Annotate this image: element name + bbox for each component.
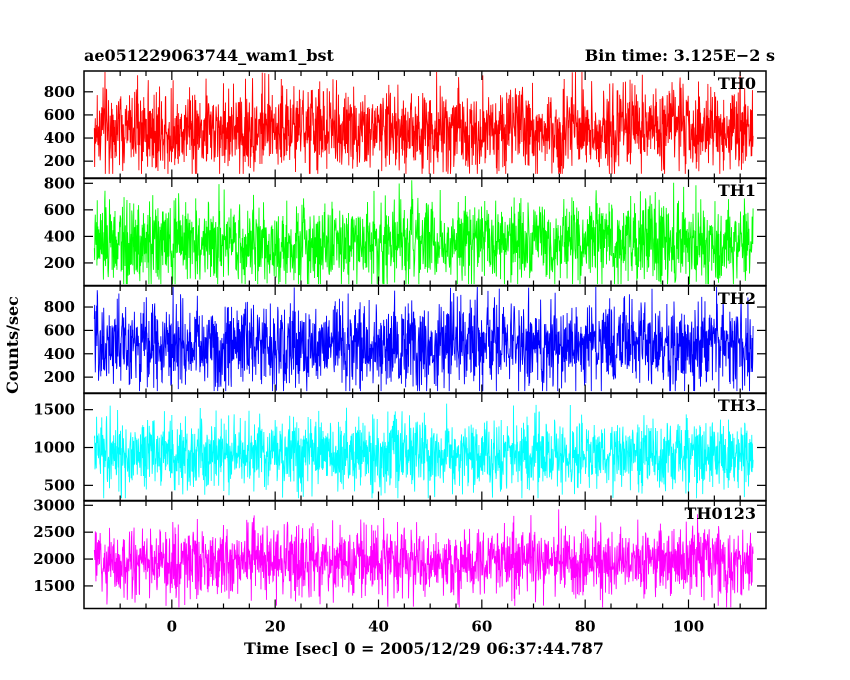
x-tick-label: 60 [471,618,492,636]
x-tick-label: 0 [167,618,177,636]
y-axis-label: Counts/sec [3,296,22,394]
series-line-th2 [93,286,754,392]
y-tick-label: 400 [44,129,75,147]
y-tick-label: 400 [44,227,75,245]
series-line-th1 [93,180,754,285]
x-tick-label: 100 [673,618,704,636]
panel-th2: 200 400 600 800 TH2 [44,285,767,395]
y-tick-label: 1500 [33,401,75,419]
panel-label-th0: TH0 [718,74,756,93]
series-line-th3 [93,403,754,499]
y-tick-label: 800 [44,298,75,316]
y-tick-label: 800 [44,83,75,101]
x-tick-label: 40 [368,618,389,636]
x-tick-label: 80 [575,618,596,636]
y-tick-label: 600 [44,201,75,219]
panel-label-th2: TH2 [718,289,756,308]
y-tick-label: 600 [44,321,75,339]
x-axis-label: Time [sec] 0 = 2005/12/29 06:37:44.787 [244,639,604,658]
series-line-th0 [93,71,754,174]
y-tick-label: 200 [44,152,75,170]
y-tick-label: 400 [44,345,75,363]
y-tick-label: 800 [44,174,75,192]
y-tick-label: 1500 [33,577,75,595]
y-tick-label: 1000 [33,439,75,457]
panel-th3: 500 1000 1500 TH3 [33,392,767,502]
panel-frame [83,500,767,610]
x-tick-label: 20 [265,618,286,636]
chart-title-left: ae051229063744_wam1_bst [84,46,335,65]
y-tick-label: 2000 [33,550,75,568]
panel-label-th3: TH3 [718,396,756,415]
panel-label-th0123: TH0123 [684,504,756,523]
chart-title-right: Bin time: 3.125E−2 s [585,46,775,65]
y-tick-label: 200 [44,254,75,272]
panel-th1: 200 400 600 800 TH1 [44,174,767,287]
panel-th0123: 1500 2000 2500 3000 TH0123 [33,496,767,610]
y-tick-label: 200 [44,368,75,386]
panel-th0: 200 400 600 800 TH0 [44,70,767,180]
y-tick-label: 2500 [33,523,75,541]
y-tick-label: 500 [44,476,75,494]
y-tick-label: 600 [44,106,75,124]
y-tick-label: 3000 [33,496,75,514]
panel-label-th1: TH1 [718,181,756,200]
series-line-th0123 [93,509,754,608]
